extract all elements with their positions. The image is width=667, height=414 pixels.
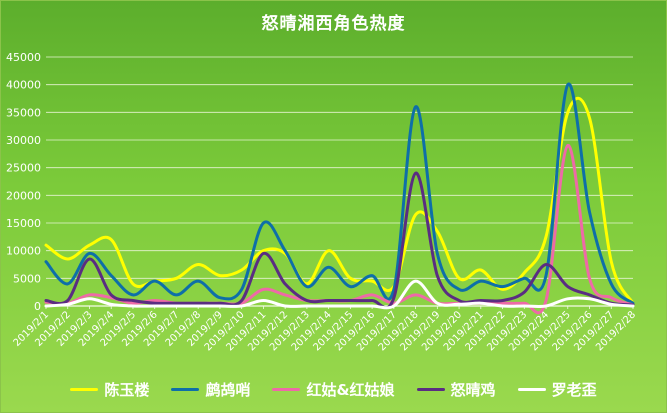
- legend-item-1: 鹧鸪哨: [171, 379, 250, 400]
- y-tick-label: 40000: [6, 79, 41, 92]
- y-tick-label: 35000: [6, 106, 41, 119]
- y-tick-label: 15000: [6, 217, 41, 230]
- legend-label: 红姑&红姑娘: [306, 380, 395, 399]
- y-tick-label: 10000: [6, 245, 41, 258]
- legend-label: 怒晴鸡: [450, 380, 496, 399]
- legend-label: 鹧鸪哨: [205, 380, 251, 399]
- legend-swatch: [272, 387, 301, 391]
- legend-item-4: 罗老歪: [517, 379, 597, 400]
- series-line-1: [44, 82, 635, 305]
- legend-item-3: 怒晴鸡: [416, 379, 496, 400]
- y-tick-label: 5000: [13, 272, 41, 285]
- legend-swatch: [171, 387, 200, 391]
- legend-swatch: [517, 387, 546, 391]
- y-tick-label: 25000: [6, 162, 41, 175]
- y-tick-label: 45000: [6, 51, 41, 64]
- y-tick-label: 0: [34, 300, 41, 313]
- y-tick-label: 30000: [6, 134, 41, 147]
- legend-item-0: 陈玉楼: [70, 379, 149, 400]
- legend-item-2: 红姑&红姑娘: [272, 379, 395, 400]
- legend-swatch: [70, 387, 99, 391]
- legend-label: 陈玉楼: [104, 380, 150, 399]
- series-line-0: [44, 96, 635, 305]
- series-line-2: [44, 143, 635, 315]
- y-tick-label: 20000: [6, 189, 41, 202]
- chart-title: 怒晴湘西角色热度: [261, 14, 406, 34]
- series-line-4: [44, 279, 635, 310]
- legend-swatch: [416, 387, 445, 391]
- chart-legend: 陈玉楼 鹧鸪哨 红姑&红姑娘 怒晴鸡 罗老歪: [1, 379, 666, 399]
- series-line-3: [44, 171, 635, 310]
- legend-label: 罗老歪: [551, 380, 597, 399]
